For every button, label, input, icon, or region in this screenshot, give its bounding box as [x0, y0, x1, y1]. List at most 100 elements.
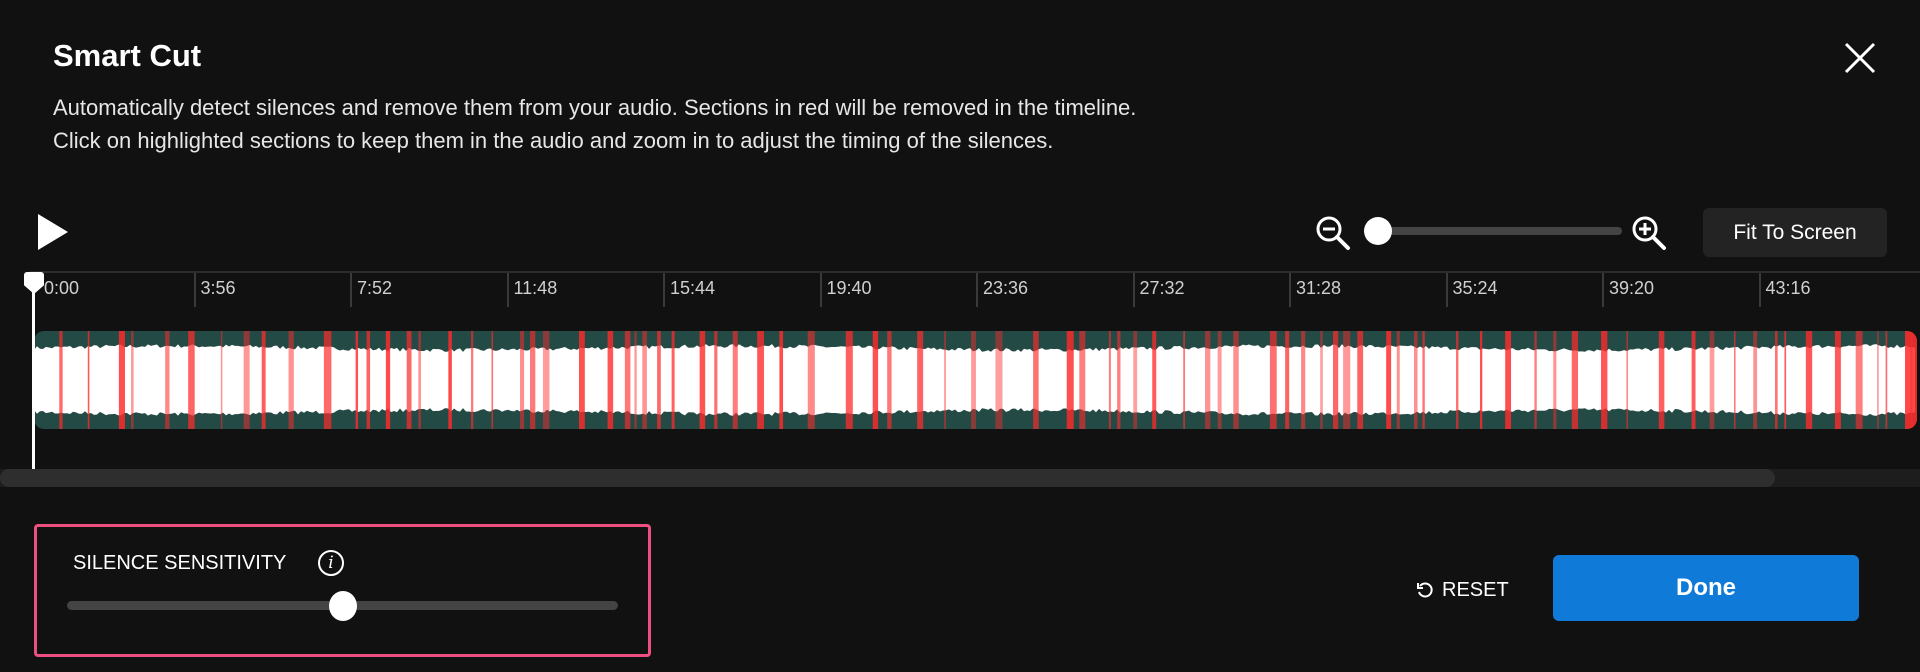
silence-region[interactable]: [872, 331, 879, 429]
silence-region[interactable]: [1601, 331, 1608, 429]
silence-region[interactable]: [1422, 331, 1425, 429]
silence-region[interactable]: [1217, 331, 1222, 429]
waveform[interactable]: [34, 331, 1917, 429]
silence-region[interactable]: [165, 331, 170, 429]
silence-region[interactable]: [118, 331, 126, 429]
silence-region[interactable]: [995, 331, 1003, 429]
silence-region[interactable]: [1386, 331, 1392, 429]
silence-region[interactable]: [1455, 331, 1459, 429]
silence-region[interactable]: [491, 331, 494, 429]
silence-region[interactable]: [1152, 331, 1157, 429]
zoom-slider-track[interactable]: [1378, 227, 1622, 235]
silence-region[interactable]: [406, 331, 412, 429]
play-icon[interactable]: [36, 212, 70, 252]
silence-region[interactable]: [699, 331, 706, 429]
silence-region[interactable]: [1320, 331, 1323, 429]
silence-region[interactable]: [1885, 331, 1888, 429]
silence-region[interactable]: [579, 331, 585, 429]
silence-region[interactable]: [542, 331, 550, 429]
silence-region[interactable]: [1233, 331, 1239, 429]
silence-region[interactable]: [323, 331, 332, 429]
silence-region[interactable]: [529, 331, 536, 429]
silence-region[interactable]: [944, 331, 946, 429]
silence-region[interactable]: [642, 331, 647, 429]
silence-region[interactable]: [845, 331, 853, 429]
silence-region[interactable]: [1571, 331, 1579, 429]
fit-to-screen-button[interactable]: Fit To Screen: [1703, 208, 1887, 257]
silence-region[interactable]: [1414, 331, 1418, 429]
silence-region[interactable]: [714, 331, 718, 429]
silence-region[interactable]: [188, 331, 195, 429]
silence-region[interactable]: [1709, 331, 1715, 429]
playhead-line[interactable]: [32, 276, 35, 469]
silence-region[interactable]: [1753, 331, 1758, 429]
silence-region[interactable]: [1834, 331, 1841, 429]
silence-region[interactable]: [1505, 331, 1512, 429]
close-icon[interactable]: [1842, 40, 1878, 76]
silence-region[interactable]: [261, 331, 266, 429]
silence-region[interactable]: [917, 331, 924, 429]
silence-region[interactable]: [1108, 331, 1111, 429]
silence-region[interactable]: [1133, 331, 1138, 429]
silence-region[interactable]: [1734, 331, 1736, 429]
silence-region[interactable]: [1905, 331, 1917, 429]
silence-region[interactable]: [1775, 331, 1778, 429]
silence-region[interactable]: [634, 331, 637, 429]
silence-region[interactable]: [1343, 331, 1351, 429]
silence-region[interactable]: [1301, 331, 1306, 429]
zoom-in-icon[interactable]: [1630, 214, 1668, 252]
silence-region[interactable]: [1269, 331, 1277, 429]
done-button[interactable]: Done: [1553, 555, 1859, 621]
silence-region[interactable]: [288, 331, 294, 429]
silence-region[interactable]: [1855, 331, 1863, 429]
silence-region[interactable]: [757, 331, 764, 429]
silence-region[interactable]: [1480, 331, 1483, 429]
silence-region[interactable]: [607, 331, 614, 429]
timeline-scrollbar-thumb[interactable]: [0, 469, 1775, 487]
silence-region[interactable]: [1357, 331, 1364, 429]
playhead-handle[interactable]: [24, 272, 44, 294]
reset-button[interactable]: RESET: [1416, 576, 1509, 604]
silence-region[interactable]: [624, 331, 631, 429]
silence-region[interactable]: [59, 331, 63, 429]
silence-region[interactable]: [807, 331, 815, 429]
silence-region[interactable]: [1117, 331, 1121, 429]
silence-region[interactable]: [385, 331, 391, 429]
silence-region[interactable]: [355, 331, 359, 429]
silence-region[interactable]: [732, 331, 738, 429]
silence-region[interactable]: [471, 331, 474, 429]
zoom-slider-thumb[interactable]: [1364, 217, 1392, 245]
info-icon[interactable]: i: [318, 550, 344, 576]
silence-region[interactable]: [1626, 331, 1628, 429]
silence-region[interactable]: [887, 331, 892, 429]
silence-region[interactable]: [131, 331, 134, 429]
silence-region[interactable]: [243, 331, 250, 429]
silence-region[interactable]: [1396, 331, 1400, 429]
silence-region[interactable]: [1691, 331, 1696, 429]
silence-region[interactable]: [418, 331, 421, 429]
silence-region[interactable]: [1805, 331, 1813, 429]
silence-region[interactable]: [971, 331, 976, 429]
silence-region[interactable]: [1079, 331, 1086, 429]
silence-region[interactable]: [1183, 331, 1186, 429]
silence-region[interactable]: [448, 331, 452, 429]
silence-region[interactable]: [1877, 331, 1879, 429]
silence-region[interactable]: [1784, 331, 1787, 429]
silence-region[interactable]: [671, 331, 675, 429]
silence-region[interactable]: [1658, 331, 1665, 429]
silence-region[interactable]: [779, 331, 784, 429]
silence-region[interactable]: [1033, 331, 1039, 429]
sensitivity-slider-thumb[interactable]: [328, 591, 357, 621]
silence-region[interactable]: [87, 331, 90, 429]
silence-region[interactable]: [1066, 331, 1074, 429]
silence-region[interactable]: [520, 331, 525, 429]
silence-region[interactable]: [657, 331, 661, 429]
silence-region[interactable]: [1332, 331, 1339, 429]
zoom-out-icon[interactable]: [1314, 214, 1352, 252]
silence-region[interactable]: [220, 331, 223, 429]
silence-region[interactable]: [1553, 331, 1557, 429]
silence-region[interactable]: [1205, 331, 1211, 429]
silence-region[interactable]: [366, 331, 371, 429]
silence-region[interactable]: [1285, 331, 1290, 429]
silence-region[interactable]: [1534, 331, 1537, 429]
